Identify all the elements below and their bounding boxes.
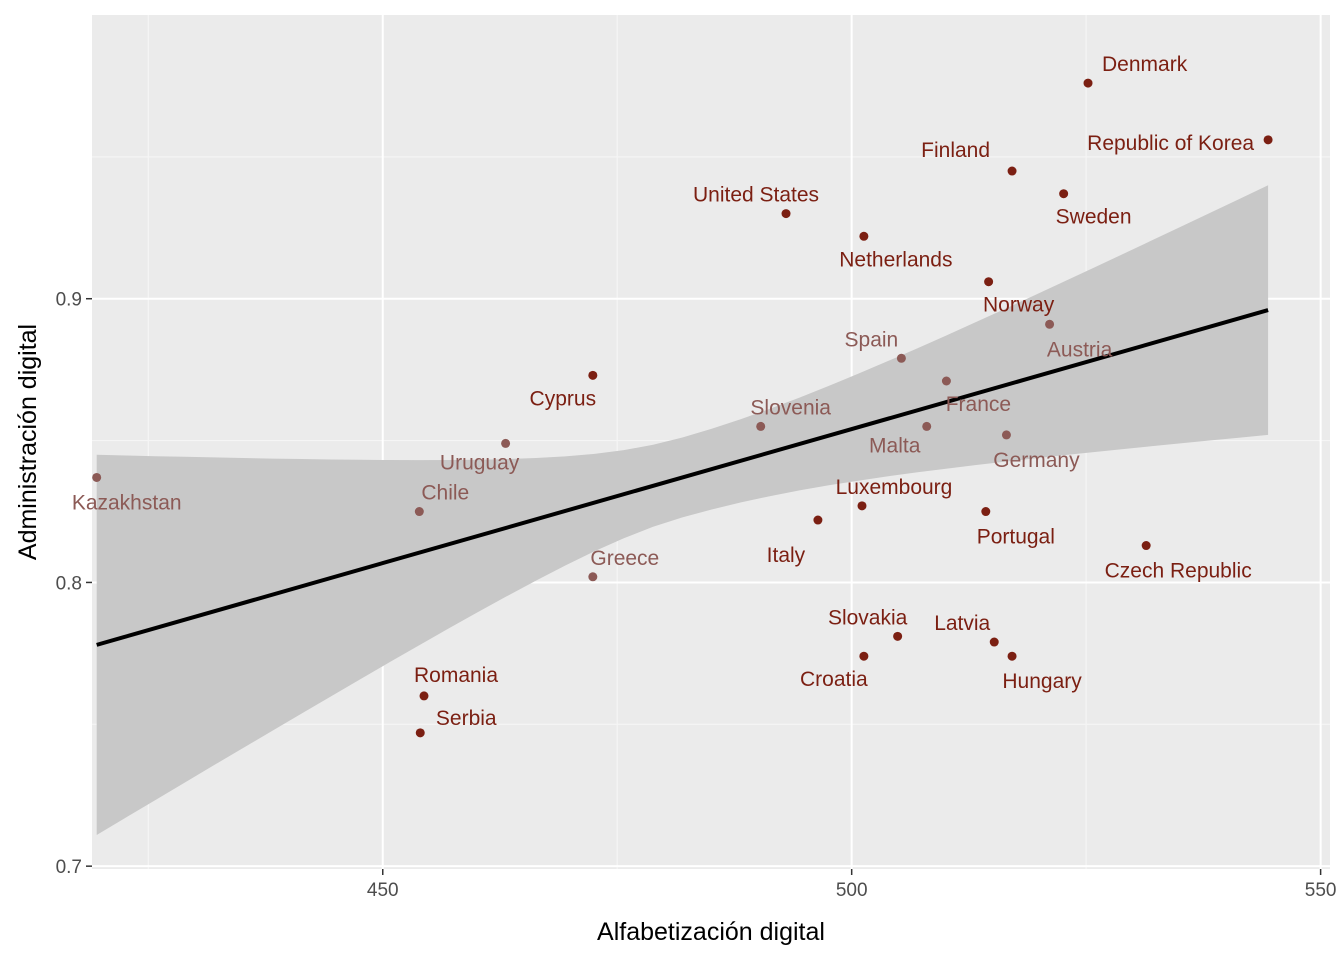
point-serbia (415, 728, 425, 738)
point-label-netherlands: Netherlands (839, 248, 952, 271)
x-tick-label: 450 (367, 880, 399, 901)
y-axis-title: Administración digital (14, 324, 42, 560)
point-france (941, 376, 951, 386)
point-label-slovenia: Slovenia (750, 396, 831, 419)
data-points (92, 78, 1273, 738)
y-tick-label: 0.9 (56, 290, 82, 311)
point-romania (419, 691, 429, 701)
point-united-states (781, 209, 791, 219)
y-tick-label: 0.8 (56, 573, 82, 594)
point-spain (896, 353, 906, 363)
point-label-greece: Greece (590, 547, 659, 570)
point-hungary (1007, 651, 1017, 661)
point-label-uruguay: Uruguay (440, 451, 520, 474)
trend-line (96, 308, 1269, 647)
x-axis: 450 500 550 (367, 869, 1337, 901)
point-label-italy: Italy (767, 544, 806, 567)
point-luxembourg (857, 501, 867, 511)
point-label-serbia: Serbia (436, 707, 497, 730)
point-cyprus (588, 370, 598, 380)
point-label-luxembourg: Luxembourg (836, 476, 953, 499)
point-label-denmark: Denmark (1102, 53, 1188, 76)
point-label-united-states: United States (693, 184, 819, 207)
point-label-latvia: Latvia (934, 612, 990, 635)
point-label-croatia: Croatia (800, 668, 868, 691)
point-label-cyprus: Cyprus (530, 387, 597, 410)
point-germany (1001, 430, 1011, 440)
point-norway (984, 277, 994, 287)
point-label-norway: Norway (983, 294, 1055, 317)
point-label-malta: Malta (869, 434, 921, 457)
point-denmark (1083, 78, 1093, 88)
point-italy (813, 515, 823, 525)
point-label-chile: Chile (421, 482, 469, 505)
point-label-portugal: Portugal (977, 526, 1055, 549)
point-label-slovakia: Slovakia (828, 606, 908, 629)
point-labels: Denmark Republic of Korea Finland Sweden Uni… (72, 53, 1255, 730)
point-label-finland: Finland (921, 139, 990, 162)
point-republic-of-korea (1263, 135, 1273, 145)
point-greece (588, 572, 598, 582)
confidence-band (96, 185, 1269, 835)
point-austria (1045, 319, 1055, 329)
point-slovakia (893, 631, 903, 641)
x-tick-label: 500 (836, 880, 868, 901)
point-uruguay (501, 438, 511, 448)
point-portugal (981, 507, 991, 517)
point-slovenia (756, 421, 766, 431)
y-axis: 0.7 0.8 0.9 (56, 290, 92, 878)
point-czech-republic (1141, 541, 1151, 551)
point-label-austria: Austria (1047, 338, 1113, 361)
point-finland (1007, 166, 1017, 176)
x-axis-title: Alfabetización digital (597, 918, 825, 946)
point-netherlands (859, 231, 869, 241)
point-label-hungary: Hungary (1002, 670, 1082, 693)
point-label-romania: Romania (414, 664, 498, 687)
point-label-czech-republic: Czech Republic (1105, 560, 1252, 583)
point-kazakhstan (92, 472, 102, 482)
point-label-sweden: Sweden (1056, 206, 1132, 229)
x-tick-label: 550 (1305, 880, 1337, 901)
point-label-spain: Spain (845, 328, 899, 351)
point-label-france: France (946, 393, 1011, 416)
point-sweden (1059, 189, 1069, 199)
y-tick-label: 0.7 (56, 857, 82, 878)
point-label-germany: Germany (993, 449, 1080, 472)
point-latvia (989, 637, 999, 647)
point-croatia (859, 651, 869, 661)
point-chile (414, 507, 424, 517)
point-label-republic-of-korea: Republic of Korea (1087, 132, 1254, 155)
point-malta (922, 421, 932, 431)
point-label-kazakhstan: Kazakhstan (72, 491, 182, 514)
